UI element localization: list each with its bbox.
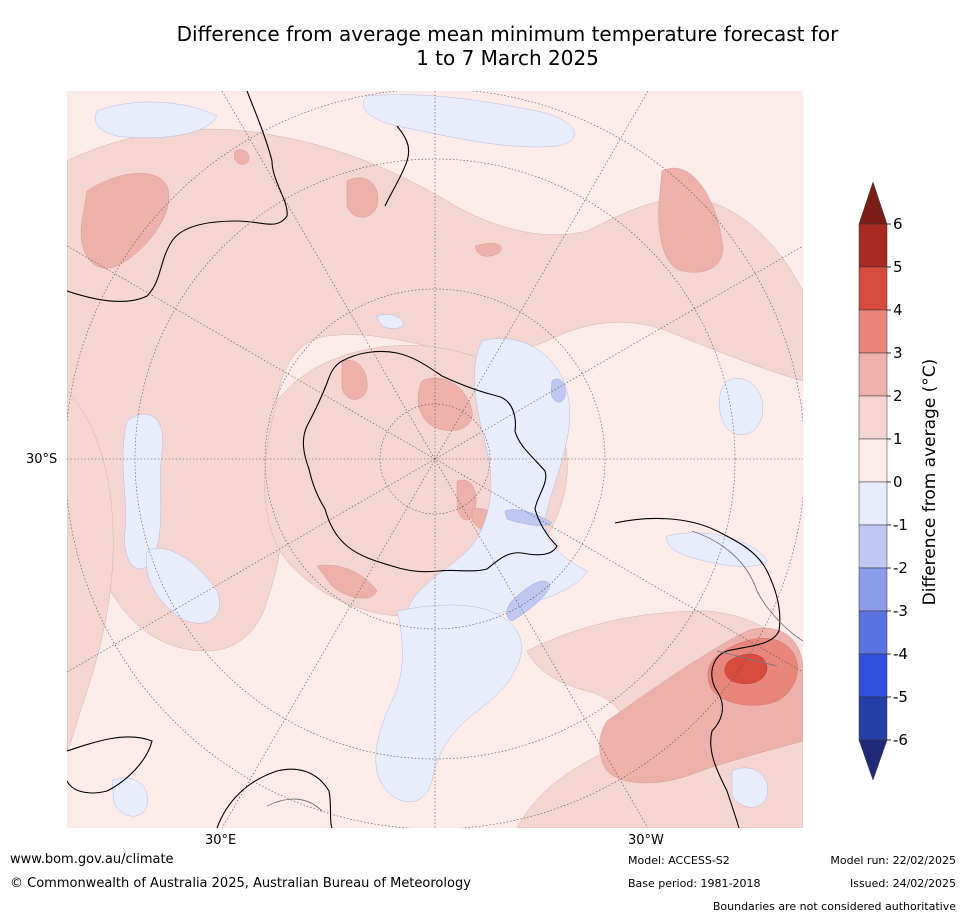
footer-copyright: © Commonwealth of Australia 2025, Austra… bbox=[10, 876, 471, 891]
colorbar-tick-label: 0 bbox=[893, 473, 903, 491]
colorbar-swatch bbox=[858, 481, 888, 526]
colorbar-tick-label: -1 bbox=[893, 516, 908, 534]
colorbar-tick-label: -2 bbox=[893, 559, 908, 577]
colorbar-tick-label: -5 bbox=[893, 688, 908, 706]
colorbar-swatch bbox=[858, 567, 888, 612]
footer-issued: Issued: 24/02/2025 bbox=[849, 877, 956, 890]
lat-label-30s: 30°S bbox=[26, 452, 58, 467]
colorbar-swatch bbox=[858, 395, 888, 440]
footer-model-run: Model run: 22/02/2025 bbox=[830, 854, 956, 867]
colorbar-swatch bbox=[858, 653, 888, 698]
map-title: Difference from average mean minimum tem… bbox=[0, 22, 965, 70]
colorbar-swatch bbox=[858, 438, 888, 483]
footer-website: www.bom.gov.au/climate bbox=[10, 852, 174, 867]
footer-model: Model: ACCESS-S2 bbox=[628, 854, 730, 867]
lon-label-30w: 30°W bbox=[628, 833, 664, 848]
graticule bbox=[67, 91, 803, 828]
colorbar: 6 5 4 3 2 1 0 -1 -2 -3 -4 -5 -6 Difference from aver… bbox=[858, 182, 940, 781]
coastlines bbox=[67, 91, 781, 828]
title-line-1: Difference from average mean minimum tem… bbox=[176, 22, 839, 46]
colorbar-tick-label: -3 bbox=[893, 602, 908, 620]
colorbar-swatch-bottom-arrow bbox=[858, 739, 888, 781]
colorbar-label: Difference from average (°C) bbox=[920, 359, 940, 606]
temperature-anomaly-map bbox=[67, 91, 803, 828]
country-boundaries bbox=[266, 530, 803, 812]
colorbar-tick-label: 3 bbox=[893, 344, 903, 362]
colorbar-swatch bbox=[858, 309, 888, 354]
footer-disclaimer: Boundaries are not considered authoritat… bbox=[712, 900, 956, 913]
colorbar-swatches bbox=[858, 182, 888, 781]
title-line-2: 1 to 7 March 2025 bbox=[416, 46, 599, 70]
colorbar-tick-label: 4 bbox=[893, 301, 903, 319]
colorbar-swatch bbox=[858, 266, 888, 311]
colorbar-swatch bbox=[858, 524, 888, 569]
colorbar-tick-label: 5 bbox=[893, 258, 903, 276]
anomaly-4-5-regions bbox=[724, 653, 768, 684]
colorbar-ticks: 6 5 4 3 2 1 0 -1 -2 -3 -4 -5 -6 bbox=[887, 215, 908, 749]
footer-base-period: Base period: 1981-2018 bbox=[628, 877, 761, 890]
colorbar-tick-label: 1 bbox=[893, 430, 903, 448]
colorbar-tick-label: 2 bbox=[893, 387, 903, 405]
colorbar-swatch bbox=[858, 610, 888, 655]
colorbar-swatch bbox=[858, 696, 888, 741]
anomaly-negative-0-1-regions bbox=[95, 94, 768, 817]
colorbar-tick-label: -4 bbox=[893, 645, 908, 663]
colorbar-tick-label: 6 bbox=[893, 215, 903, 233]
colorbar-swatch-top-arrow bbox=[858, 182, 888, 225]
colorbar-swatch bbox=[858, 352, 888, 397]
colorbar-tick-label: -6 bbox=[893, 731, 908, 749]
lon-label-30e: 30°E bbox=[205, 833, 237, 848]
colorbar-swatch bbox=[858, 223, 888, 268]
